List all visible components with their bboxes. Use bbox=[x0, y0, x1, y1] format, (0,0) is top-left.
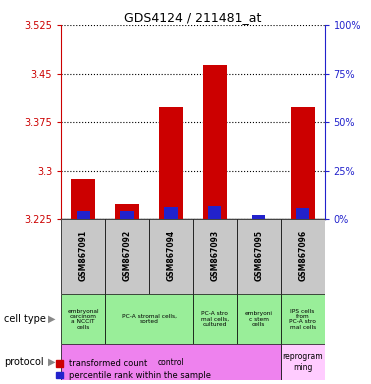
Bar bbox=[208, 205, 221, 219]
Bar bbox=[281, 294, 325, 344]
Bar bbox=[61, 294, 105, 344]
Bar bbox=[115, 204, 139, 219]
Bar bbox=[281, 219, 325, 294]
Bar bbox=[61, 219, 105, 294]
Text: IPS cells
from
PC-A stro
mal cells: IPS cells from PC-A stro mal cells bbox=[289, 308, 316, 330]
Bar bbox=[149, 219, 193, 294]
Text: PC-A stromal cells,
sorted: PC-A stromal cells, sorted bbox=[122, 314, 177, 324]
Text: embryoni
c stem
cells: embryoni c stem cells bbox=[245, 311, 273, 327]
Text: GSM867093: GSM867093 bbox=[210, 230, 219, 281]
Text: protocol: protocol bbox=[4, 357, 43, 367]
Text: GSM867095: GSM867095 bbox=[254, 230, 263, 281]
Bar bbox=[164, 207, 178, 219]
Text: GSM867091: GSM867091 bbox=[79, 230, 88, 281]
Bar bbox=[193, 219, 237, 294]
Bar bbox=[237, 219, 281, 294]
Text: embryonal
carcinom
a NCCIT
cells: embryonal carcinom a NCCIT cells bbox=[68, 308, 99, 330]
Bar bbox=[76, 211, 90, 219]
Title: GDS4124 / 211481_at: GDS4124 / 211481_at bbox=[124, 11, 262, 24]
Bar bbox=[296, 208, 309, 219]
Text: ▶: ▶ bbox=[48, 357, 56, 367]
Text: reprogram
ming: reprogram ming bbox=[282, 353, 323, 372]
Bar bbox=[193, 294, 237, 344]
Text: GSM867094: GSM867094 bbox=[167, 230, 175, 281]
Text: ▶: ▶ bbox=[48, 314, 56, 324]
Bar bbox=[281, 344, 325, 380]
Bar bbox=[290, 107, 315, 219]
Text: GSM867096: GSM867096 bbox=[298, 230, 307, 281]
Text: cell type: cell type bbox=[4, 314, 46, 324]
Bar bbox=[237, 294, 281, 344]
Bar bbox=[159, 107, 183, 219]
Legend: transformed count, percentile rank within the sample: transformed count, percentile rank withi… bbox=[56, 359, 211, 380]
Text: PC-A stro
mal cells,
cultured: PC-A stro mal cells, cultured bbox=[201, 311, 229, 327]
Bar bbox=[252, 215, 265, 219]
Bar bbox=[71, 179, 95, 219]
Bar bbox=[61, 344, 281, 380]
Bar bbox=[121, 212, 134, 219]
Text: control: control bbox=[158, 358, 184, 367]
Bar bbox=[105, 219, 149, 294]
Bar bbox=[203, 65, 227, 219]
Text: GSM867092: GSM867092 bbox=[122, 230, 132, 281]
Bar bbox=[105, 294, 193, 344]
